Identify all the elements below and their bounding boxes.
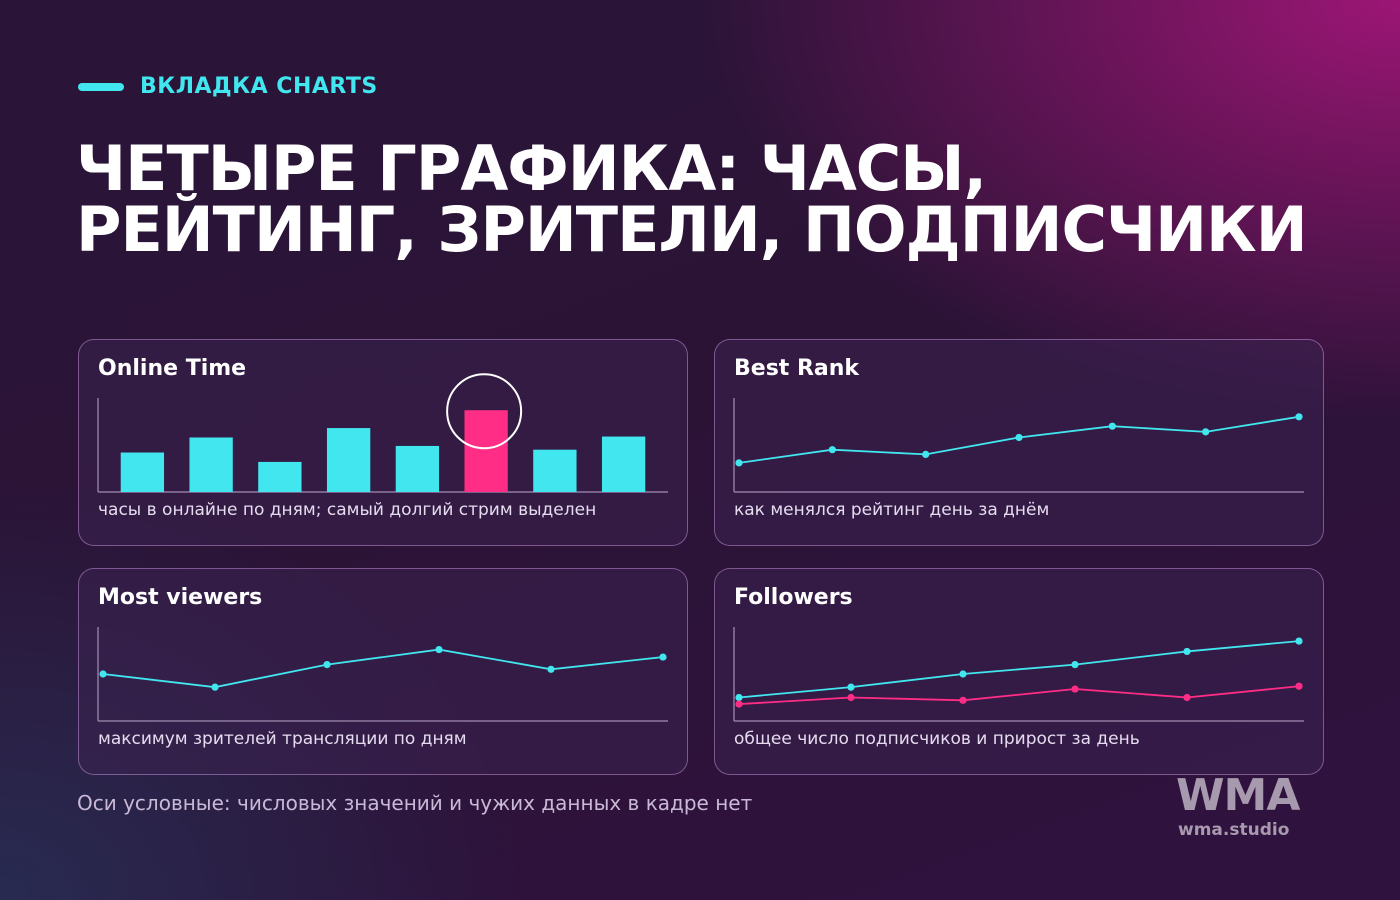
eyebrow-accent-bar: [78, 82, 124, 91]
most-viewers-series-0-point-5: [659, 653, 667, 661]
followers-series-1-point-3: [1071, 685, 1079, 693]
followers-series-0-point-4: [1183, 647, 1191, 656]
best-rank-series-0-point-2: [922, 450, 930, 458]
most-viewers-caption: максимум зрителей трансляции по дням: [98, 729, 467, 749]
online-time-card: Online Time часы в онлайне по дням; самы…: [78, 339, 688, 546]
followers-series-0-point-5: [1295, 637, 1303, 645]
online-time-bar-0: [120, 452, 165, 492]
eyebrow-label: ВКЛАДКА CHARTS: [140, 74, 378, 99]
brand-url: wma.studio: [1178, 820, 1290, 840]
followers-caption: общее число подписчиков и прирост за ден…: [734, 729, 1140, 749]
best-rank-series-0-point-0: [735, 459, 743, 467]
followers-series-0-point-2: [959, 670, 967, 678]
best-rank-chart: [733, 398, 1304, 493]
best-rank-title: Best Rank: [734, 356, 860, 381]
best-rank-card: Best Rank как менялся рейтинг день за дн…: [714, 339, 1324, 546]
online-time-chart: [97, 373, 668, 493]
followers-series-0-point-3: [1071, 661, 1079, 669]
most-viewers-series-0-point-2: [323, 661, 331, 669]
most-viewers-card: Most viewers максимум зрителей трансляци…: [78, 568, 688, 775]
followers-series-1-point-0: [735, 700, 743, 708]
online-time-bar-6: [533, 449, 577, 492]
online-time-bar-3: [326, 428, 371, 492]
most-viewers-series-0-point-1: [211, 683, 219, 691]
headline: Четыре графика: часы, рейтинг, зрители, …: [76, 132, 1308, 266]
most-viewers-chart: [97, 627, 668, 722]
followers-series-1-point-1: [847, 693, 855, 702]
online-time-bar-7: [601, 436, 646, 492]
best-rank-caption: как менялся рейтинг день за днём: [734, 500, 1050, 520]
most-viewers-series-0-point-3: [435, 645, 443, 654]
best-rank-series-0-point-1: [828, 446, 836, 454]
followers-title: Followers: [734, 585, 853, 610]
best-rank-series-0-point-4: [1108, 422, 1116, 430]
online-time-caption: часы в онлайне по дням; самый долгий стр…: [98, 500, 597, 520]
wma-logo: WMA: [1176, 770, 1300, 821]
most-viewers-series-0-point-0: [99, 670, 107, 678]
followers-series-0-line: [738, 640, 1300, 699]
followers-chart: [733, 627, 1304, 722]
online-time-bar-5: [464, 410, 508, 492]
online-time-title: Online Time: [98, 356, 247, 381]
most-viewers-series-0-line: [102, 648, 664, 689]
online-time-bar-4: [395, 445, 440, 492]
followers-series-1-point-4: [1183, 693, 1191, 702]
followers-series-0-point-0: [735, 693, 743, 702]
followers-series-1-point-5: [1295, 682, 1303, 690]
online-time-highlight-ring: [446, 373, 523, 450]
best-rank-series-0-point-6: [1295, 413, 1303, 421]
online-time-bar-1: [189, 437, 233, 492]
followers-series-1-point-2: [959, 696, 967, 704]
footnote: Оси условные: числовых значений и чужих …: [77, 791, 753, 815]
eyebrow: ВКЛАДКА CHARTS: [78, 74, 378, 99]
most-viewers-series-0-point-4: [547, 665, 555, 673]
followers-series-1-line: [738, 685, 1300, 705]
best-rank-series-0-point-5: [1202, 428, 1210, 436]
online-time-bar-2: [258, 461, 302, 492]
followers-series-0-point-1: [847, 683, 855, 691]
followers-card: Followers общее число подписчиков и прир…: [714, 568, 1324, 775]
best-rank-series-0-point-3: [1015, 433, 1023, 442]
most-viewers-title: Most viewers: [98, 585, 263, 610]
